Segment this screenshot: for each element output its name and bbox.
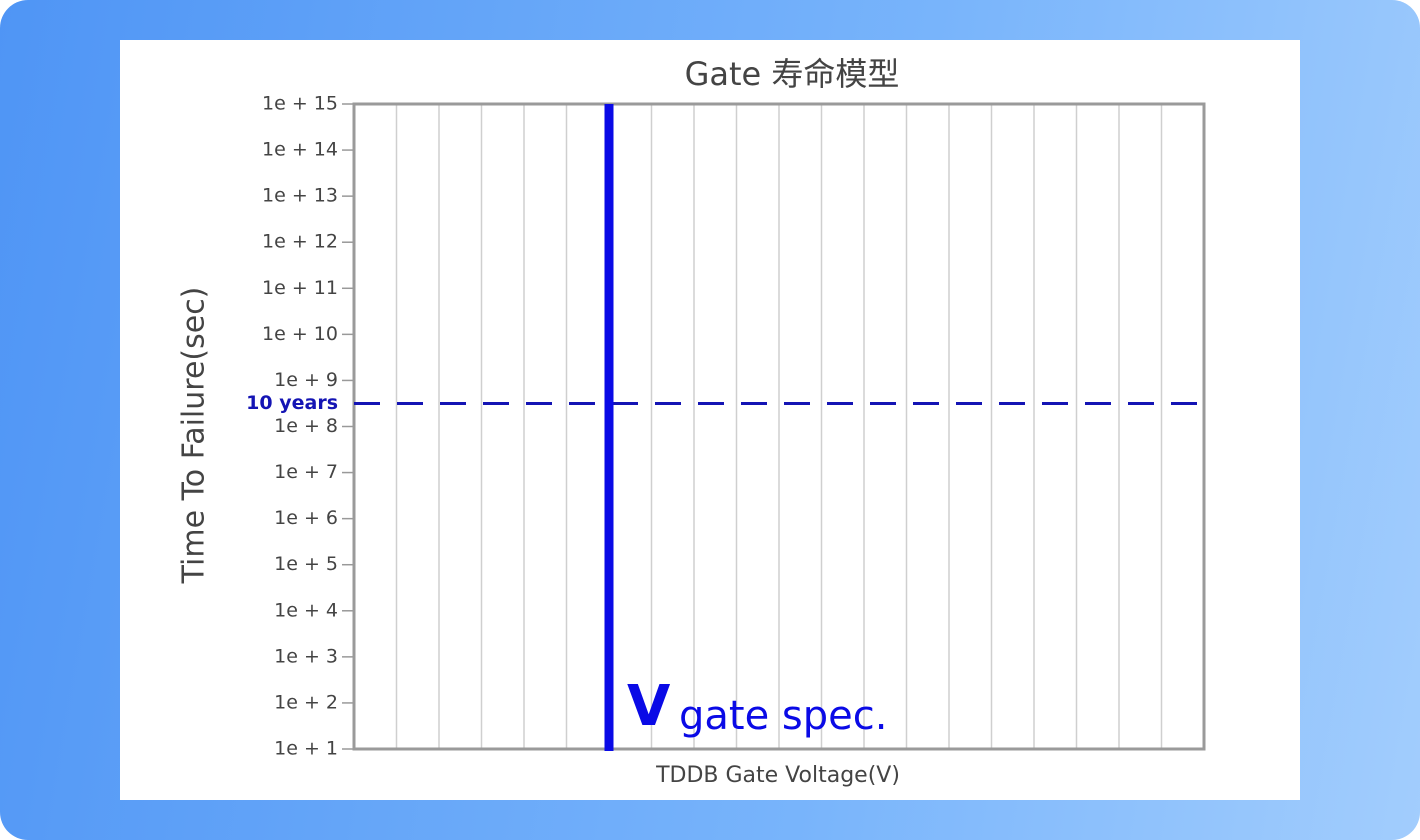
- y-tick-label: 1e + 2: [274, 691, 338, 713]
- y-tick-label: 1e + 1: [274, 738, 338, 760]
- y-tick-label: 1e + 8: [274, 415, 338, 437]
- y-tick-label: 1e + 9: [274, 369, 338, 391]
- y-tick-label: 1e + 10: [262, 323, 338, 345]
- chart-title: Gate 寿命模型: [685, 55, 900, 93]
- y-tick-label: 1e + 11: [262, 277, 338, 299]
- reference-label: 10 years: [246, 392, 338, 414]
- y-tick-label: 1e + 15: [262, 93, 338, 115]
- y-tick-label: 1e + 12: [262, 231, 338, 253]
- y-tick-label: 1e + 13: [262, 185, 338, 207]
- y-tick-label: 1e + 7: [274, 461, 338, 483]
- y-tick-label: 1e + 14: [262, 139, 338, 161]
- y-tick-label: 1e + 6: [274, 507, 338, 529]
- y-axis-label: Time To Failure(sec): [177, 287, 212, 585]
- y-tick-label: 1e + 3: [274, 645, 338, 667]
- panel: [120, 40, 1300, 800]
- spec-sublabel: gate spec.: [679, 693, 887, 739]
- y-tick-label: 1e + 4: [274, 599, 338, 621]
- spec-label: V: [627, 674, 671, 739]
- plot-frame: [352, 102, 1206, 751]
- x-axis-label: TDDB Gate Voltage(V): [655, 763, 900, 788]
- y-tick-label: 1e + 5: [274, 553, 338, 575]
